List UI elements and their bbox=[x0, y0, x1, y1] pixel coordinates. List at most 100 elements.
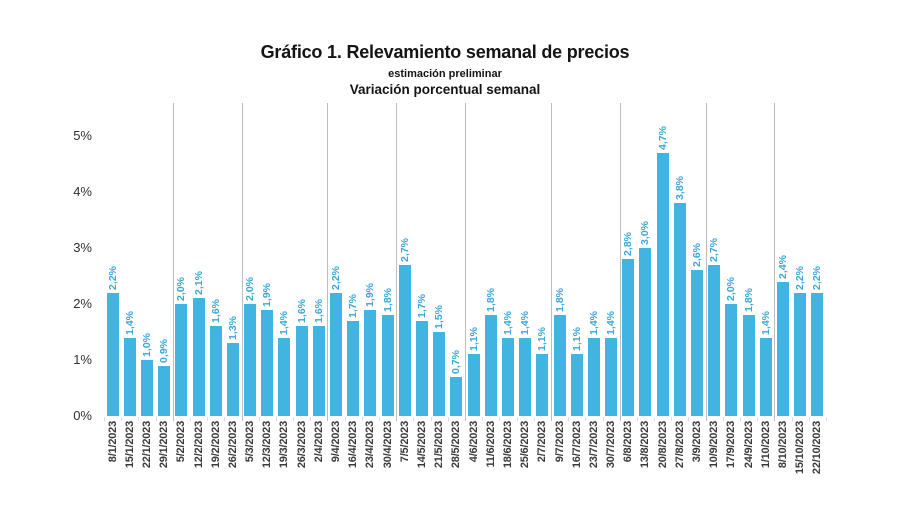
y-axis-tick-label: 0% bbox=[73, 408, 92, 423]
x-axis-date-label: 22/1/2023 bbox=[140, 421, 153, 469]
bar-cell: 3,8% 27/8/2023 bbox=[671, 103, 688, 468]
bar-value-label: 2,1% bbox=[192, 271, 205, 296]
bar-value-label: 2,2% bbox=[794, 265, 807, 290]
bar-value-label: 1,4% bbox=[587, 310, 600, 335]
bar-value-label: 1,0% bbox=[140, 333, 153, 357]
x-axis-date-label: 23/4/2023 bbox=[364, 421, 377, 469]
bar bbox=[175, 304, 188, 416]
bar-value-label: 2,7% bbox=[398, 237, 411, 262]
bar-value-label: 1,8% bbox=[381, 288, 394, 313]
bar-value-label: 1,3% bbox=[226, 316, 239, 341]
bar bbox=[226, 343, 239, 416]
category-axis-tick bbox=[808, 417, 810, 421]
bar-value-label: 2,0% bbox=[244, 277, 257, 301]
bar-value-label: 1,7% bbox=[416, 293, 429, 318]
bar bbox=[570, 354, 583, 416]
x-axis-date-label: 12/2/2023 bbox=[192, 421, 205, 469]
bar bbox=[192, 298, 205, 416]
bar bbox=[605, 337, 618, 416]
x-axis-date-label: 6/8/2023 bbox=[622, 421, 635, 463]
x-axis-date-label: 9/4/2023 bbox=[330, 421, 343, 463]
bar bbox=[553, 315, 566, 416]
bar-cell: 0,7% 28/5/2023 bbox=[448, 103, 465, 468]
x-axis-date-label: 3/9/2023 bbox=[691, 421, 704, 463]
bar bbox=[708, 264, 721, 416]
x-axis-date-label: 26/2/2023 bbox=[226, 421, 239, 469]
bar-cell: 1,9% 12/3/2023 bbox=[259, 103, 276, 468]
category-axis-tick bbox=[602, 417, 604, 421]
category-axis-tick bbox=[533, 417, 535, 421]
bar bbox=[794, 292, 807, 416]
category-axis-tick bbox=[379, 417, 381, 421]
x-axis-date-label: 5/3/2023 bbox=[244, 421, 257, 463]
x-axis-date-label: 12/3/2023 bbox=[261, 421, 274, 469]
bar-value-label: 2,4% bbox=[777, 254, 790, 279]
x-axis-date-label: 2/7/2023 bbox=[536, 421, 549, 463]
bar bbox=[536, 354, 549, 416]
bar bbox=[123, 337, 136, 416]
bar-value-label: 1,4% bbox=[278, 310, 291, 335]
bar bbox=[587, 337, 600, 416]
bar-cell: 2,0% 17/9/2023 bbox=[723, 103, 740, 468]
bar-value-label: 2,8% bbox=[622, 232, 635, 257]
category-axis-tick bbox=[224, 417, 226, 421]
y-axis-tick-label: 3% bbox=[73, 240, 92, 255]
x-axis-date-label: 14/5/2023 bbox=[416, 421, 429, 469]
x-axis-date-label: 17/9/2023 bbox=[725, 421, 738, 469]
bar-value-label: 1,4% bbox=[605, 310, 618, 335]
group-separator-line bbox=[172, 103, 174, 421]
x-axis-date-label: 20/8/2023 bbox=[656, 421, 669, 469]
bar bbox=[639, 248, 652, 416]
category-axis-tick bbox=[636, 417, 638, 421]
bar bbox=[364, 309, 377, 416]
x-axis-date-label: 2/4/2023 bbox=[312, 421, 325, 463]
category-axis-tick bbox=[585, 417, 587, 421]
bar-cell: 1,4% 25/6/2023 bbox=[517, 103, 534, 468]
bar-value-label: 3,0% bbox=[639, 221, 652, 245]
bar-value-label: 2,7% bbox=[708, 237, 721, 262]
bar-cell: 1,6% 19/2/2023 bbox=[207, 103, 224, 468]
bar bbox=[330, 292, 343, 416]
bar-cell: 1,4% 1/10/2023 bbox=[757, 103, 774, 468]
bar-cell: 2,0% 5/3/2023 bbox=[242, 103, 259, 462]
bar-value-label: 0,7% bbox=[450, 349, 463, 374]
category-axis-tick bbox=[482, 417, 484, 421]
x-axis-date-label: 10/9/2023 bbox=[708, 421, 721, 469]
bar-cell: 3,0% 13/8/2023 bbox=[637, 103, 654, 468]
group-separator-line bbox=[774, 103, 776, 421]
bar bbox=[742, 315, 755, 416]
category-axis-tick bbox=[516, 417, 518, 421]
bar-cell: 1,4% 18/6/2023 bbox=[499, 103, 516, 468]
category-axis-tick bbox=[568, 417, 570, 421]
x-axis-date-label: 4/6/2023 bbox=[467, 421, 480, 463]
category-axis-tick bbox=[104, 417, 105, 421]
bar-value-label: 4,7% bbox=[656, 125, 669, 150]
category-axis-tick bbox=[447, 417, 449, 421]
bar-cell: 1,7% 16/4/2023 bbox=[345, 103, 362, 468]
bar-cell: 2,1% 12/2/2023 bbox=[190, 103, 207, 468]
bar-value-label: 1,7% bbox=[347, 293, 360, 318]
x-axis-date-label: 15/1/2023 bbox=[123, 421, 136, 469]
bar-value-label: 1,8% bbox=[484, 288, 497, 313]
x-axis-date-label: 1/10/2023 bbox=[759, 421, 772, 469]
x-axis-date-label: 18/6/2023 bbox=[501, 421, 514, 469]
bar bbox=[484, 315, 497, 416]
bar-cell: 1,1% 16/7/2023 bbox=[568, 103, 585, 468]
bar bbox=[433, 332, 446, 416]
bar-cell: 1,8% 9/7/2023 bbox=[551, 103, 568, 462]
bar bbox=[244, 304, 257, 416]
bar-value-label: 3,8% bbox=[673, 176, 686, 201]
category-axis-tick bbox=[189, 417, 191, 421]
plot-area: 2,2% 8/1/2023 1,4% 15/1/2023 1,0% 22/1/2023 0,… bbox=[104, 103, 826, 474]
category-axis-tick bbox=[430, 417, 432, 421]
bar-value-label: 1,5% bbox=[433, 305, 446, 329]
bar bbox=[450, 376, 463, 416]
category-axis-tick bbox=[293, 417, 295, 421]
bar-value-label: 2,2% bbox=[330, 265, 343, 290]
category-axis-tick bbox=[155, 417, 157, 421]
bar-cell: 1,6% 2/4/2023 bbox=[310, 103, 327, 462]
bar-cell: 1,4% 19/3/2023 bbox=[276, 103, 293, 468]
category-axis-tick bbox=[344, 417, 346, 421]
bar-cell: 1,9% 23/4/2023 bbox=[362, 103, 379, 468]
bar bbox=[106, 292, 119, 416]
